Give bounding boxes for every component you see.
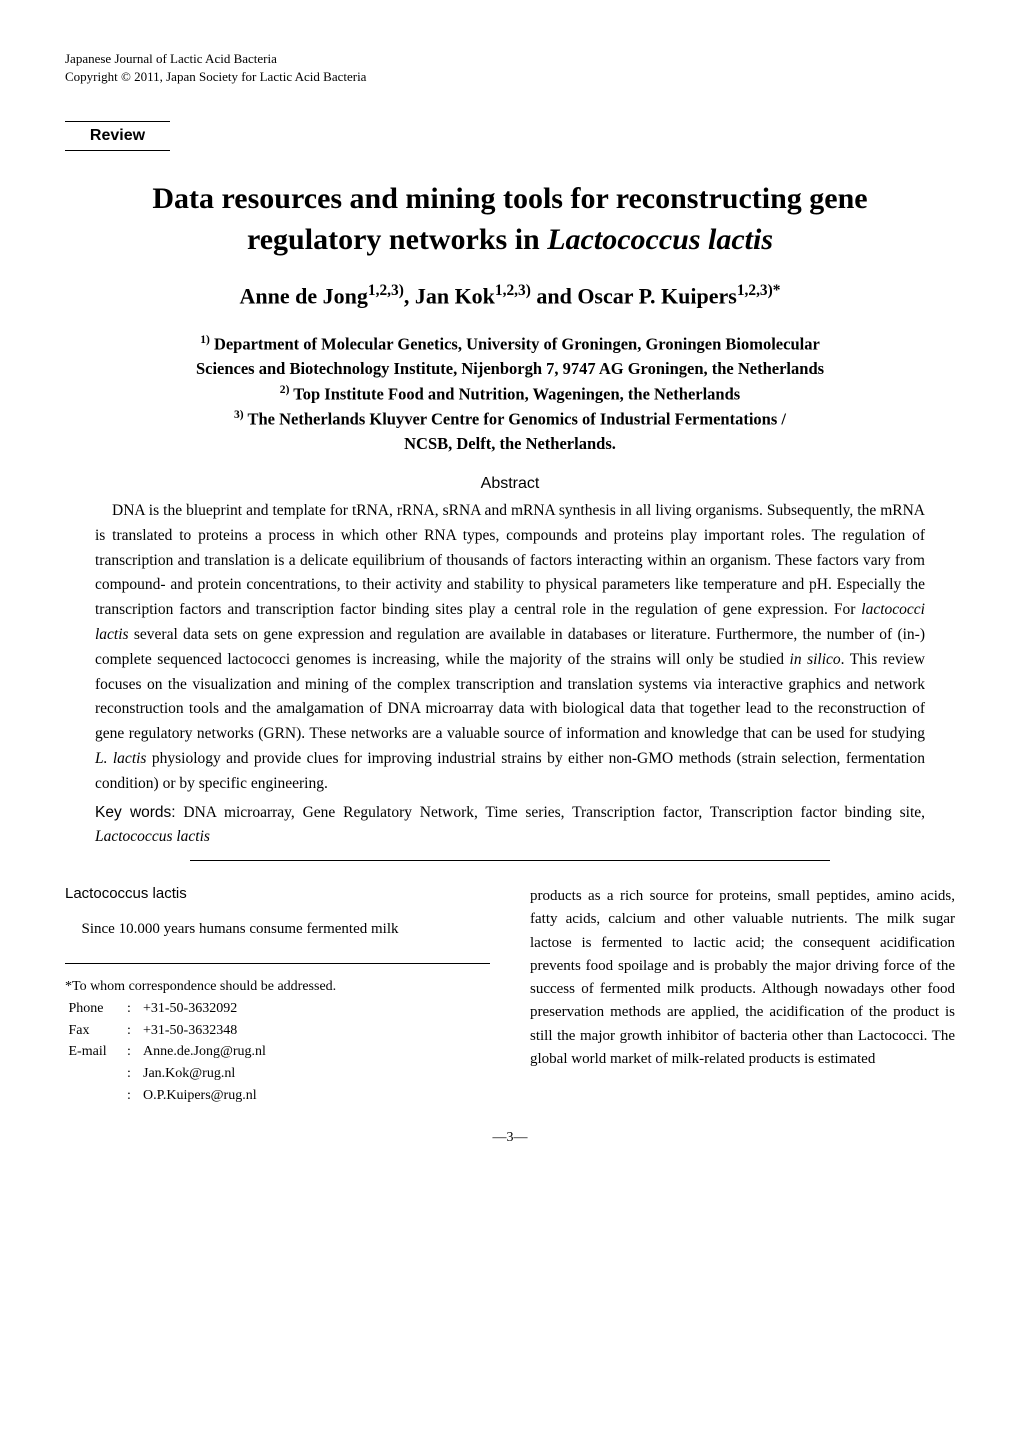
colon: : xyxy=(127,998,143,1020)
correspondence-block: *To whom correspondence should be addres… xyxy=(65,976,490,1106)
abstract-rule xyxy=(190,860,830,861)
page-number: —3— xyxy=(65,1130,955,1146)
correspondence-rule xyxy=(65,963,490,964)
column-left: Lactococcus lactis Since 10.000 years hu… xyxy=(65,885,490,1106)
email-row-2: : Jan.Kok@rug.nl xyxy=(65,1063,490,1085)
fax-label: Fax xyxy=(69,1023,90,1038)
title-line-1: Data resources and mining tools for reco… xyxy=(152,182,867,215)
colon: : xyxy=(127,1063,143,1085)
section-heading-lactococcus: Lactococcus lactis xyxy=(65,885,490,902)
review-label: Review xyxy=(65,122,170,150)
abstract-body: DNA is the blueprint and template for tR… xyxy=(65,499,955,797)
email-row-1: E-mail : Anne.de.Jong@rug.nl xyxy=(65,1041,490,1063)
abstract-text: DNA is the blueprint and template for tR… xyxy=(95,499,925,797)
correspondence-line: *To whom correspondence should be addres… xyxy=(65,976,490,998)
email-2: Jan.Kok@rug.nl xyxy=(143,1063,235,1085)
journal-copyright: Copyright © 2011, Japan Society for Lact… xyxy=(65,68,955,86)
email-label: E-mail xyxy=(69,1044,107,1059)
email-3: O.P.Kuipers@rug.nl xyxy=(143,1085,257,1107)
phone-value: +31-50-3632092 xyxy=(143,998,237,1020)
fax-value: +31-50-3632348 xyxy=(143,1020,237,1042)
review-rule-bottom xyxy=(65,150,170,151)
journal-name: Japanese Journal of Lactic Acid Bacteria xyxy=(65,50,955,68)
two-column-body: Lactococcus lactis Since 10.000 years hu… xyxy=(65,885,955,1106)
keywords-label: Key words: xyxy=(95,804,176,821)
col2-paragraph: products as a rich source for proteins, … xyxy=(530,885,955,1071)
journal-header: Japanese Journal of Lactic Acid Bacteria… xyxy=(65,50,955,86)
fax-row: Fax : +31-50-3632348 xyxy=(65,1020,490,1042)
title-line-2a: regulatory networks in xyxy=(247,223,547,256)
phone-row: Phone : +31-50-3632092 xyxy=(65,998,490,1020)
keywords: Key words: DNA microarray, Gene Regulato… xyxy=(65,801,955,851)
colon: : xyxy=(127,1041,143,1063)
colon: : xyxy=(127,1020,143,1042)
colon: : xyxy=(127,1085,143,1107)
abstract-heading: Abstract xyxy=(65,475,955,493)
keywords-text: DNA microarray, Gene Regulatory Network,… xyxy=(95,804,925,846)
authors: Anne de Jong1,2,3), Jan Kok1,2,3) and Os… xyxy=(65,282,955,309)
affiliations: 1) Department of Molecular Genetics, Uni… xyxy=(65,332,955,457)
column-right: products as a rich source for proteins, … xyxy=(530,885,955,1106)
col1-paragraph: Since 10.000 years humans consume fermen… xyxy=(65,918,490,941)
review-box: Review xyxy=(65,121,955,151)
article-title: Data resources and mining tools for reco… xyxy=(65,179,955,260)
email-1: Anne.de.Jong@rug.nl xyxy=(143,1041,266,1063)
email-row-3: : O.P.Kuipers@rug.nl xyxy=(65,1085,490,1107)
title-line-2b: Lactococcus lactis xyxy=(547,223,773,256)
phone-label: Phone xyxy=(69,1001,104,1016)
